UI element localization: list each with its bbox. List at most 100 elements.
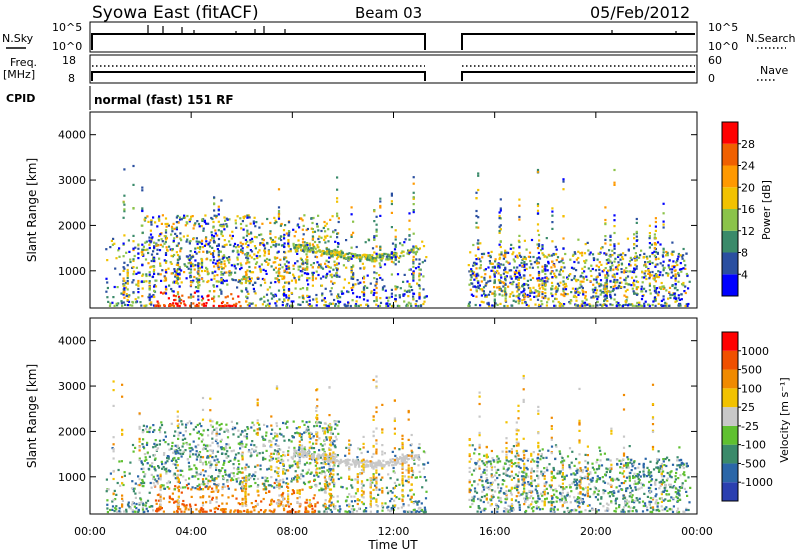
scan-cell [335,272,337,274]
scan-cell [663,269,665,271]
scan-cell [395,288,397,290]
scan-cell [604,239,606,241]
scan-cell [391,507,393,509]
scan-cell [165,235,167,237]
scan-cell [317,229,319,231]
scan-cell [336,197,338,199]
scan-cell [227,443,229,445]
scan-cell [213,278,215,280]
scan-cell [667,298,669,300]
scan-cell [592,284,594,286]
scan-cell [554,287,556,289]
scan-cell [518,216,520,218]
scan-cell [197,262,199,264]
scan-cell [126,295,128,297]
scan-cell [522,294,524,296]
scan-cell [468,264,470,266]
scan-cell [240,223,242,225]
scan-cell [640,482,642,484]
scan-cell [676,264,678,266]
scan-cell [600,284,602,286]
scan-cell [207,299,209,301]
scan-cell [173,268,175,270]
scan-cell [395,294,397,296]
scan-cell [403,510,405,512]
scan-cell [504,276,506,278]
scan-cell [164,431,166,433]
scan-cell [551,270,553,272]
scan-cell [480,511,482,513]
scan-cell [302,241,304,243]
scan-cell [481,280,483,282]
scan-cell [225,508,227,510]
scan-cell [246,232,248,234]
scan-cell [287,299,289,301]
scan-cell [254,282,256,284]
scan-cell [606,259,608,261]
scan-cell [613,232,615,234]
scan-cell [106,259,108,261]
scan-cell [412,259,414,261]
scan-cell [491,251,493,253]
scan-cell [645,270,647,272]
scan-cell [636,222,638,224]
scan-cell [196,240,198,242]
scan-cell [391,226,393,228]
scan-cell [136,267,138,269]
y-tick-label: 3000 [58,174,86,187]
scan-cell [632,510,634,512]
scan-cell [240,249,242,251]
scan-cell [254,217,256,219]
scan-cell [626,456,628,458]
scan-cell [123,277,125,279]
scan-cell [226,218,228,220]
colorbar-segment [722,231,738,253]
frequency-panel: Freq. [MHz] 18 8 60 0 Nave [3,54,788,85]
scan-cell [214,275,216,277]
scan-cell [630,284,632,286]
scan-cell [472,244,474,246]
scan-cell [373,238,375,240]
scan-cell [165,269,167,271]
scan-cell [278,218,280,220]
scan-cell [500,240,502,242]
scan-cell [408,220,410,222]
scan-cell [223,254,225,256]
scan-cell [470,279,472,281]
scan-cell [149,241,151,243]
scan-cell [345,239,347,241]
scan-cell [291,440,293,442]
scan-cell [141,254,143,256]
scan-cell [303,247,305,249]
scan-cell [564,286,566,288]
scan-cell [121,305,123,307]
scan-cell [499,215,501,217]
scan-cell [302,250,304,252]
scan-cell [201,299,203,301]
scan-cell [336,269,338,271]
scan-cell [513,445,515,447]
scan-cell [200,425,202,427]
scan-cell [539,287,541,289]
scan-cell [422,261,424,263]
scan-cell [316,271,318,273]
scan-cell [190,468,192,470]
scan-cell [283,294,285,296]
scan-cell [558,261,560,263]
scan-cell [327,228,329,230]
scan-cell [241,467,243,469]
scan-cell [356,256,358,258]
scan-cell [633,268,635,270]
scan-cell [316,225,318,227]
scan-cell [585,454,587,456]
scan-cell [598,266,600,268]
scan-cell [367,254,369,256]
scan-cell [408,269,410,271]
scan-cell [165,223,167,225]
scan-cell [518,495,520,497]
scan-cell [546,280,548,282]
scan-cell [192,215,194,217]
scan-cell [668,264,670,266]
scan-cell [352,299,354,301]
scan-cell [605,254,607,256]
